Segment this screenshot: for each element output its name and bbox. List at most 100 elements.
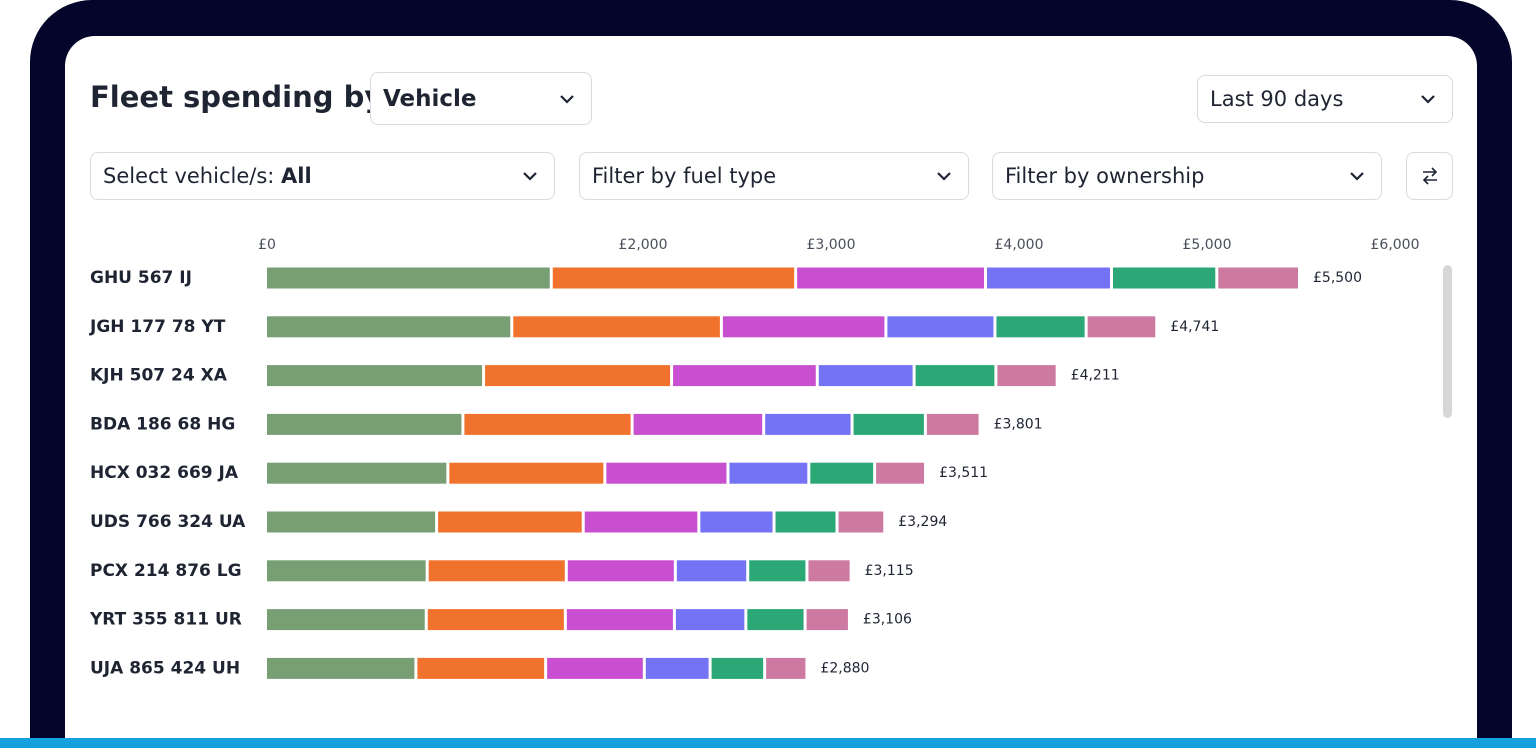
page-title: Fleet spending by <box>90 80 384 114</box>
swap-icon <box>1422 167 1437 185</box>
bar-segment <box>267 511 436 533</box>
bar-segment <box>997 365 1056 387</box>
bar-segment <box>552 267 795 289</box>
chevron <box>523 172 537 181</box>
bar-segment <box>766 657 806 679</box>
bar-segment <box>606 462 727 484</box>
chevron <box>937 172 951 181</box>
bar-segment <box>267 462 447 484</box>
bar-segment <box>633 413 763 435</box>
chart: £0 £2,000 £3,000 £4,000 £5,000 £6,000 GHU 567 … <box>89 237 1420 679</box>
x-tick-label: £6,000 <box>1371 237 1420 253</box>
bar-segment <box>645 657 709 679</box>
vehicle-filter[interactable]: Select vehicle/s: All <box>90 152 555 200</box>
bar-segment <box>729 462 808 484</box>
total-label: £3,511 <box>939 465 988 481</box>
total-label: £4,211 <box>1071 368 1120 384</box>
bar-segment <box>926 413 979 435</box>
bar-segment <box>584 511 698 533</box>
bar-segment <box>566 609 673 631</box>
x-tick-label: £4,000 <box>995 237 1044 253</box>
period-value: Last 90 days <box>1210 87 1344 111</box>
bar-segment <box>676 560 747 582</box>
vehicle-filter-label: Select vehicle/s: <box>103 164 275 188</box>
row-label: GHU 567 IJ <box>90 268 192 288</box>
row-label: PCX 214 876 LG <box>90 561 242 581</box>
bar-segment <box>806 609 848 631</box>
x-tick-label: £3,000 <box>807 237 856 253</box>
bottom-bar <box>0 738 1536 748</box>
bar-segment <box>876 462 925 484</box>
bar-segment <box>438 511 582 533</box>
total-label: £3,294 <box>898 514 947 530</box>
total-label: £5,500 <box>1313 270 1362 286</box>
bar-segment <box>267 413 462 435</box>
bar-segment <box>449 462 604 484</box>
bar-segment <box>513 316 720 338</box>
chevron <box>1350 172 1364 181</box>
bar-segment <box>267 657 415 679</box>
bar-segment <box>547 657 643 679</box>
scrollbar[interactable] <box>1443 265 1452 418</box>
row-label: JGH 177 78 YT <box>89 317 226 337</box>
bar-segment <box>775 511 836 533</box>
bar-segment <box>987 267 1110 289</box>
bar-segment <box>1218 267 1298 289</box>
fuel-filter[interactable]: Filter by fuel type <box>579 152 969 200</box>
chevron <box>1421 95 1435 104</box>
group-by-dropdown[interactable]: Vehicle <box>370 72 592 125</box>
bar-segment <box>675 609 745 631</box>
bar-segment <box>267 365 483 387</box>
bar-segment <box>722 316 885 338</box>
bar-segment <box>267 267 550 289</box>
bar-segment <box>838 511 884 533</box>
bar-segment <box>797 267 985 289</box>
bar-segment <box>711 657 764 679</box>
bar-segment <box>673 365 816 387</box>
bar-segment <box>267 316 511 338</box>
ownership-filter[interactable]: Filter by ownership <box>992 152 1382 200</box>
row-label: KJH 507 24 XA <box>90 366 228 386</box>
bar-segment <box>567 560 674 582</box>
bar-segment <box>887 316 994 338</box>
total-label: £4,741 <box>1170 319 1219 335</box>
bar-segment <box>464 413 631 435</box>
group-by-value: Vehicle <box>383 85 477 112</box>
row-label: UJA 865 424 UH <box>90 658 240 678</box>
x-tick-label: £0 <box>258 237 276 253</box>
bar-segment <box>915 365 995 387</box>
total-label: £3,801 <box>994 416 1043 432</box>
row-label: HCX 032 669 JA <box>90 463 239 483</box>
total-label: £3,106 <box>863 612 912 628</box>
x-tick-label: £5,000 <box>1183 237 1232 253</box>
chevron <box>560 94 574 104</box>
vehicle-filter-value: All <box>281 164 312 188</box>
total-label: £2,880 <box>820 660 869 676</box>
bar-segment <box>853 413 924 435</box>
bar-segment <box>808 560 850 582</box>
bar-segment <box>749 560 806 582</box>
x-tick-label: £2,000 <box>619 237 668 253</box>
bar-segment <box>428 560 565 582</box>
bar-segment <box>1113 267 1216 289</box>
bar-segment <box>1087 316 1156 338</box>
ownership-filter-label: Filter by ownership <box>1005 164 1205 188</box>
period-dropdown[interactable]: Last 90 days <box>1197 75 1453 123</box>
fuel-filter-label: Filter by fuel type <box>592 164 777 188</box>
bar-segment <box>810 462 874 484</box>
bar-segment <box>267 560 426 582</box>
bar-segment <box>417 657 545 679</box>
row-label: YRT 355 811 UR <box>89 610 242 630</box>
row-label: BDA 186 68 HG <box>90 414 235 434</box>
swap-button[interactable] <box>1406 152 1453 200</box>
total-label: £3,115 <box>865 563 914 579</box>
bar-segment <box>765 413 851 435</box>
bar-segment <box>818 365 913 387</box>
bar-segment <box>485 365 671 387</box>
bar-segment <box>267 609 425 631</box>
bar-segment <box>700 511 773 533</box>
bar-segment <box>747 609 804 631</box>
row-label: UDS 766 324 UA <box>90 512 246 532</box>
bar-segment <box>427 609 564 631</box>
